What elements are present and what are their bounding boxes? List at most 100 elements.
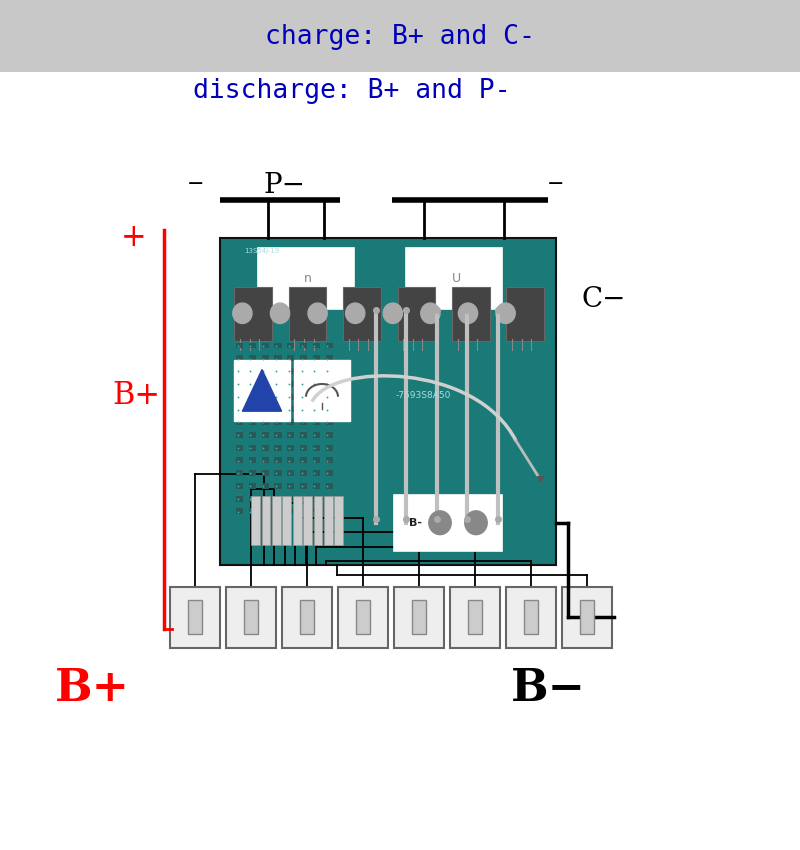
FancyBboxPatch shape <box>300 445 307 450</box>
FancyBboxPatch shape <box>300 508 307 514</box>
Text: B-: B- <box>410 518 422 528</box>
FancyBboxPatch shape <box>326 496 333 501</box>
FancyBboxPatch shape <box>287 343 294 348</box>
FancyBboxPatch shape <box>251 496 260 545</box>
FancyBboxPatch shape <box>580 600 594 634</box>
Text: B+: B+ <box>112 380 160 411</box>
FancyBboxPatch shape <box>300 457 307 463</box>
Circle shape <box>270 303 290 324</box>
FancyBboxPatch shape <box>188 600 202 634</box>
FancyBboxPatch shape <box>313 394 320 399</box>
FancyBboxPatch shape <box>262 432 269 438</box>
FancyBboxPatch shape <box>287 381 294 387</box>
Circle shape <box>496 303 515 324</box>
FancyBboxPatch shape <box>394 495 502 551</box>
Text: B−: B− <box>510 667 586 710</box>
FancyBboxPatch shape <box>313 432 320 438</box>
FancyBboxPatch shape <box>262 445 269 450</box>
FancyBboxPatch shape <box>287 406 294 412</box>
FancyBboxPatch shape <box>249 432 256 438</box>
FancyBboxPatch shape <box>274 483 282 489</box>
FancyBboxPatch shape <box>170 586 220 648</box>
FancyBboxPatch shape <box>274 343 282 348</box>
FancyBboxPatch shape <box>236 355 243 361</box>
FancyBboxPatch shape <box>236 394 243 399</box>
FancyBboxPatch shape <box>274 419 282 425</box>
FancyBboxPatch shape <box>262 496 270 545</box>
FancyBboxPatch shape <box>274 496 282 501</box>
FancyBboxPatch shape <box>274 508 282 514</box>
FancyBboxPatch shape <box>249 406 256 412</box>
FancyBboxPatch shape <box>272 496 281 545</box>
FancyBboxPatch shape <box>236 343 243 348</box>
Circle shape <box>458 303 478 324</box>
Text: B+: B+ <box>54 667 130 710</box>
FancyBboxPatch shape <box>300 432 307 438</box>
FancyBboxPatch shape <box>398 286 435 341</box>
FancyBboxPatch shape <box>236 483 243 489</box>
FancyBboxPatch shape <box>300 419 307 425</box>
FancyBboxPatch shape <box>293 496 302 545</box>
FancyBboxPatch shape <box>468 600 482 634</box>
FancyBboxPatch shape <box>274 381 282 387</box>
FancyBboxPatch shape <box>326 406 333 412</box>
Text: +: + <box>121 223 146 253</box>
FancyBboxPatch shape <box>287 457 294 463</box>
FancyBboxPatch shape <box>236 381 243 387</box>
Text: discharge: B+ and P-: discharge: B+ and P- <box>194 78 510 104</box>
FancyBboxPatch shape <box>326 483 333 489</box>
Circle shape <box>429 511 451 535</box>
FancyBboxPatch shape <box>249 508 256 514</box>
FancyBboxPatch shape <box>287 432 294 438</box>
FancyBboxPatch shape <box>249 496 256 501</box>
FancyBboxPatch shape <box>300 355 307 361</box>
FancyBboxPatch shape <box>313 457 320 463</box>
FancyBboxPatch shape <box>249 381 256 387</box>
FancyBboxPatch shape <box>313 355 320 361</box>
FancyBboxPatch shape <box>282 586 332 648</box>
FancyBboxPatch shape <box>262 394 269 399</box>
FancyBboxPatch shape <box>236 496 243 501</box>
Text: −: − <box>187 175 205 194</box>
FancyBboxPatch shape <box>313 368 320 374</box>
FancyBboxPatch shape <box>262 483 269 489</box>
FancyBboxPatch shape <box>326 432 333 438</box>
FancyBboxPatch shape <box>274 355 282 361</box>
FancyBboxPatch shape <box>303 496 312 545</box>
FancyBboxPatch shape <box>287 496 294 501</box>
Circle shape <box>421 303 440 324</box>
FancyBboxPatch shape <box>300 343 307 348</box>
FancyBboxPatch shape <box>326 508 333 514</box>
FancyBboxPatch shape <box>249 445 256 450</box>
FancyBboxPatch shape <box>274 445 282 450</box>
FancyBboxPatch shape <box>249 419 256 425</box>
FancyBboxPatch shape <box>234 286 272 341</box>
Text: C−: C− <box>582 286 626 313</box>
FancyBboxPatch shape <box>262 368 269 374</box>
FancyBboxPatch shape <box>282 496 291 545</box>
FancyBboxPatch shape <box>236 368 243 374</box>
FancyBboxPatch shape <box>289 286 326 341</box>
FancyBboxPatch shape <box>249 355 256 361</box>
FancyBboxPatch shape <box>313 496 320 501</box>
FancyBboxPatch shape <box>287 508 294 514</box>
FancyBboxPatch shape <box>226 586 276 648</box>
FancyBboxPatch shape <box>236 406 243 412</box>
FancyBboxPatch shape <box>249 343 256 348</box>
FancyBboxPatch shape <box>326 470 333 476</box>
FancyBboxPatch shape <box>326 381 333 387</box>
Circle shape <box>308 303 327 324</box>
Text: charge: B+ and C-: charge: B+ and C- <box>265 24 535 49</box>
FancyBboxPatch shape <box>0 0 800 72</box>
FancyBboxPatch shape <box>300 470 307 476</box>
FancyBboxPatch shape <box>262 496 269 501</box>
FancyBboxPatch shape <box>249 368 256 374</box>
FancyBboxPatch shape <box>324 496 333 545</box>
FancyBboxPatch shape <box>287 445 294 450</box>
FancyBboxPatch shape <box>313 445 320 450</box>
FancyBboxPatch shape <box>313 343 320 348</box>
FancyBboxPatch shape <box>394 586 444 648</box>
FancyBboxPatch shape <box>262 508 269 514</box>
FancyBboxPatch shape <box>326 355 333 361</box>
FancyBboxPatch shape <box>220 238 556 565</box>
